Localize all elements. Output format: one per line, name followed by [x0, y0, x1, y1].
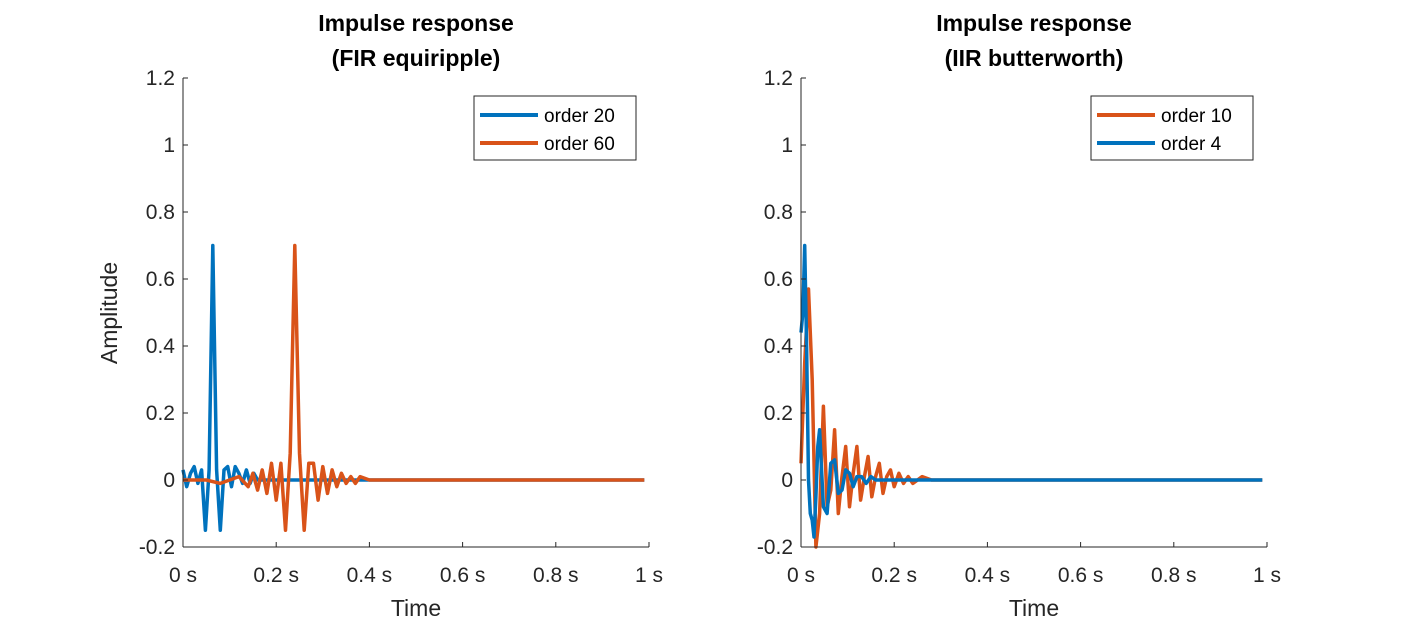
y-tick-label: 0.2 [764, 402, 793, 425]
legend: order 20 order 60 [473, 95, 637, 161]
chart-fir-equiripple: Impulse response (FIR equiripple) -0.2 0 0… [96, 10, 663, 621]
plot-area: -0.2 0 0.2 0.4 0.6 0.8 1 1.2 0 s 0.2 s 0.4 s 0.6 s 0… [139, 67, 663, 587]
y-tick-label: 1.2 [146, 67, 175, 90]
y-tick-label: 0.2 [146, 402, 175, 425]
y-tick-label: -0.2 [139, 536, 175, 559]
y-tick-label: 1 [781, 134, 793, 157]
y-tick-label: 1.2 [764, 67, 793, 90]
y-axis-label: Amplitude [96, 262, 122, 364]
legend-box [473, 95, 637, 161]
x-tick-label: 1 s [1253, 564, 1281, 587]
legend-label: order 10 [1161, 106, 1232, 127]
series-line-1 [799, 287, 1263, 549]
legend-label: order 20 [544, 106, 615, 127]
x-axis-label: Time [1009, 595, 1059, 621]
legend: order 10 order 4 [1090, 95, 1254, 161]
x-tick-label: 0 s [787, 564, 815, 587]
x-tick-label: 0.2 s [253, 564, 299, 587]
legend-label: order 4 [1161, 134, 1222, 155]
x-tick-label: 0.2 s [871, 564, 917, 587]
chart-iir-butterworth: Impulse response (IIR butterworth) -0.2 0… [757, 10, 1281, 621]
plot-area: -0.2 0 0.2 0.4 0.6 0.8 1 1.2 0 s 0.2 s 0.4 s 0.6 s 0… [757, 67, 1281, 587]
x-tick-label: 0 s [169, 564, 197, 587]
series-line-1 [181, 243, 645, 533]
legend-label: order 60 [544, 134, 615, 155]
x-tick-label: 0.4 s [965, 564, 1011, 587]
series-line-2 [799, 243, 1263, 539]
chart-title-line-2: (FIR equiripple) [332, 45, 501, 71]
x-tick-label: 0.8 s [533, 564, 579, 587]
x-tick-label: 1 s [635, 564, 663, 587]
x-tick-label: 0.8 s [1151, 564, 1197, 587]
y-tick-label: 0.4 [764, 335, 794, 358]
y-tick-label: 0 [163, 469, 175, 492]
y-tick-label: 0.6 [764, 268, 793, 291]
y-tick-label: 0.6 [146, 268, 175, 291]
y-tick-label: 0.8 [146, 201, 175, 224]
chart-title-line-2: (IIR butterworth) [945, 45, 1124, 71]
chart-title-line-1: Impulse response [318, 10, 514, 36]
y-tick-label: -0.2 [757, 536, 793, 559]
y-tick-label: 0.4 [146, 335, 176, 358]
x-axis-label: Time [391, 595, 441, 621]
y-tick-label: 0.8 [764, 201, 793, 224]
x-tick-label: 0.6 s [440, 564, 486, 587]
x-tick-label: 0.6 s [1058, 564, 1104, 587]
x-tick-label: 0.4 s [347, 564, 393, 587]
legend-box [1090, 95, 1254, 161]
series-line-2 [183, 243, 645, 533]
y-tick-label: 1 [163, 134, 175, 157]
chart-title-line-1: Impulse response [936, 10, 1132, 36]
y-tick-label: 0 [781, 469, 793, 492]
